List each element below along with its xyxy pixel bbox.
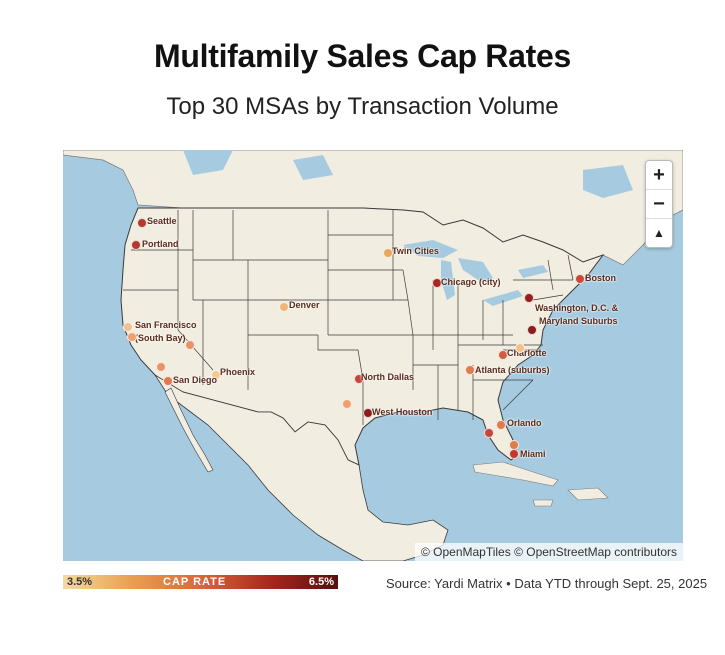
legend-label: CAP RATE: [163, 576, 227, 588]
zoom-out-button[interactable]: −: [646, 190, 672, 219]
basemap: [63, 150, 683, 561]
marker-sacramento[interactable]: [185, 340, 195, 350]
state-borders: [123, 210, 574, 425]
marker-austin[interactable]: [342, 399, 352, 409]
label-twin-cities: Twin Cities: [392, 246, 439, 256]
zoom-control[interactable]: + − ▲: [645, 160, 673, 248]
marker-chicago[interactable]: [432, 278, 442, 288]
label-north-dallas: North Dallas: [361, 372, 415, 382]
marker-west-houston[interactable]: [363, 408, 373, 418]
marker-washington[interactable]: [524, 293, 534, 303]
marker-north-dallas[interactable]: [354, 374, 364, 384]
great-lakes: [403, 240, 458, 258]
marker-seattle[interactable]: [137, 218, 147, 228]
legend-max: 6.5%: [308, 576, 334, 588]
label-boston: Boston: [585, 273, 616, 283]
marker-orlando[interactable]: [496, 420, 506, 430]
source-note: Source: Yardi Matrix • Data YTD through …: [386, 576, 708, 591]
chart-title: Multifamily Sales Cap Rates: [154, 38, 571, 74]
label-charlotte: Charlotte: [507, 348, 547, 358]
label-portland: Portland: [142, 239, 179, 249]
marker-san-francisco[interactable]: [123, 322, 133, 332]
label-maryland: Maryland Suburbs: [539, 316, 618, 326]
cap-rate-legend: 3.5% CAP RATE 6.5%: [63, 575, 338, 589]
marker-boston[interactable]: [575, 274, 585, 284]
label-atlanta: Atlanta (suburbs): [475, 365, 550, 375]
marker-tampa[interactable]: [484, 428, 494, 438]
marker-washington-2[interactable]: [527, 325, 537, 335]
label-miami: Miami: [520, 449, 546, 459]
marker-phoenix[interactable]: [211, 370, 221, 380]
marker-portland[interactable]: [131, 240, 141, 250]
marker-los-angeles[interactable]: [156, 362, 166, 372]
marker-charlotte[interactable]: [498, 350, 508, 360]
marker-denver[interactable]: [279, 302, 289, 312]
mexico-land: [154, 374, 449, 561]
label-seattle: Seattle: [147, 216, 177, 226]
label-west-houston: West Houston: [372, 407, 433, 417]
label-washington: Washington, D.C. &: [535, 303, 619, 313]
marker-atlanta[interactable]: [465, 365, 475, 375]
label-phoenix: Phoenix: [220, 367, 256, 377]
marker-san-diego[interactable]: [163, 376, 173, 386]
label-orlando: Orlando: [507, 418, 542, 428]
marker-miami[interactable]: [509, 449, 519, 459]
chart-subtitle: Top 30 MSAs by Transaction Volume: [166, 93, 559, 120]
marker-south-bay[interactable]: [127, 332, 137, 342]
label-san-francisco: San Francisco: [135, 320, 197, 330]
marker-twin-cities[interactable]: [383, 248, 393, 258]
reset-north-button[interactable]: ▲: [653, 226, 665, 240]
zoom-in-button[interactable]: +: [646, 161, 672, 190]
marker-raleigh[interactable]: [515, 343, 525, 353]
legend-min: 3.5%: [67, 576, 93, 588]
map-attribution[interactable]: © OpenMapTiles © OpenStreetMap contribut…: [414, 543, 683, 561]
map-canvas[interactable]: + − ▲ Seattle Portland Twin Cities Chica…: [63, 150, 683, 561]
cuba-land: [472, 461, 559, 487]
label-san-diego: San Diego: [173, 375, 218, 385]
label-chicago: Chicago (city): [441, 277, 501, 287]
label-south-bay: (South Bay): [135, 333, 186, 343]
label-denver: Denver: [289, 300, 320, 310]
